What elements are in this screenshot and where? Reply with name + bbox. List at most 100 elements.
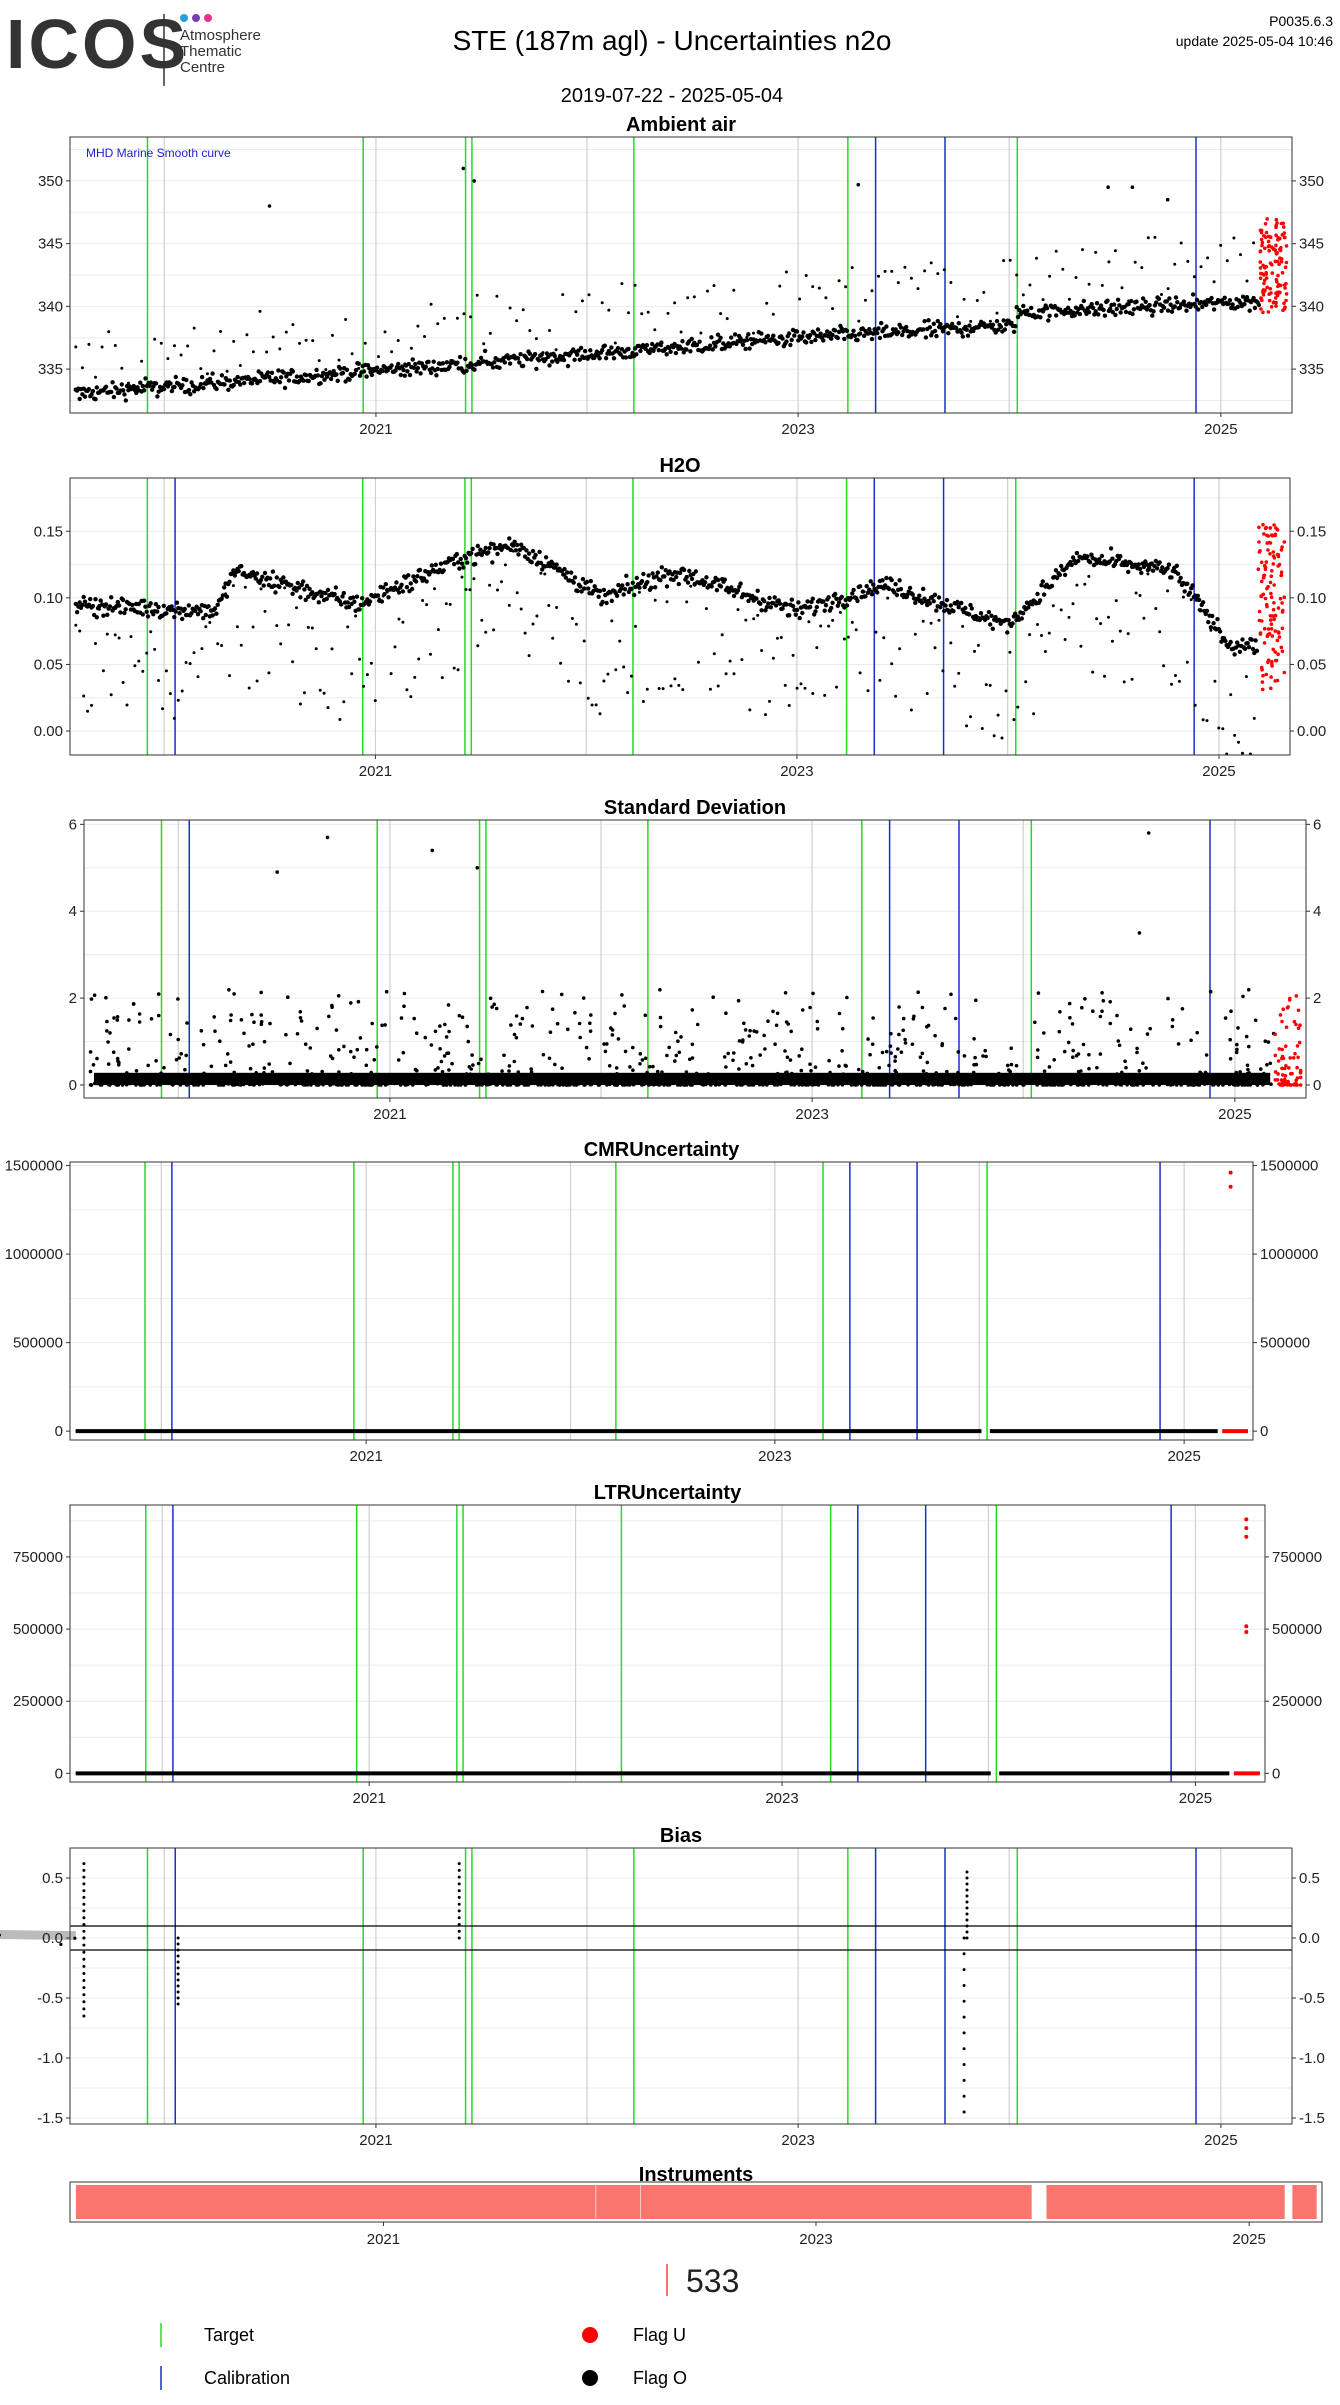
- flag-o-point: [479, 1058, 483, 1062]
- flag-o-point: [268, 1022, 272, 1026]
- flag-o-point: [1118, 554, 1122, 558]
- flag-o-point: [93, 597, 97, 601]
- flag-o-point: [130, 603, 134, 607]
- flag-o-point: [1160, 293, 1163, 296]
- flag-o-point: [185, 1021, 189, 1025]
- flag-o-point: [601, 301, 604, 304]
- flag-o-point: [811, 285, 814, 288]
- flag-o-point: [142, 388, 146, 392]
- flag-o-point: [434, 1030, 438, 1034]
- flag-o-point: [821, 338, 825, 342]
- flag-o-point: [177, 699, 180, 702]
- y-tick-label-right: 500000: [1272, 1621, 1322, 1638]
- flag-u-point: [1272, 601, 1276, 605]
- spike-point: [82, 1889, 85, 1892]
- flag-o-point: [331, 647, 334, 650]
- flag-u-point: [1275, 280, 1279, 284]
- flag-o-point: [706, 290, 709, 293]
- flag-o-point: [903, 266, 906, 269]
- flag-o-point: [423, 335, 426, 338]
- flag-o-point: [120, 382, 124, 386]
- flag-o-point: [1241, 752, 1244, 755]
- spike-point: [82, 2007, 85, 2010]
- flag-o-point: [414, 579, 418, 583]
- flag-o-point: [602, 1042, 606, 1046]
- flag-o-point: [921, 1006, 925, 1010]
- flag-o-point: [657, 348, 661, 352]
- flag-o-point: [620, 282, 623, 285]
- flag-o-point: [920, 601, 924, 605]
- flag-u-point: [1260, 561, 1264, 565]
- flag-o-point: [259, 991, 263, 995]
- flag-o-point: [1170, 310, 1174, 314]
- flag-o-point: [1099, 1052, 1103, 1056]
- flag-o-point: [465, 1025, 469, 1029]
- flag-o-point: [500, 1069, 504, 1073]
- flag-o-point: [547, 604, 550, 607]
- flag-o-point: [647, 311, 650, 314]
- flag-o-point: [933, 593, 937, 597]
- panel-title-stddev: Standard Deviation: [604, 797, 786, 819]
- flag-u-point: [1280, 1020, 1284, 1024]
- flag-o-point: [429, 371, 433, 375]
- flag-o-point: [1117, 1039, 1121, 1043]
- flag-o-point: [578, 1036, 582, 1040]
- y-tick-label-right: 0.10: [1297, 590, 1326, 607]
- y-tick-label-left: 345: [38, 236, 63, 253]
- flag-o-point: [90, 997, 94, 1001]
- flag-o-point: [1239, 253, 1242, 256]
- flag-o-point: [457, 668, 460, 671]
- flag-o-point: [1151, 569, 1155, 573]
- plot-area: [84, 820, 1306, 1098]
- flag-o-point: [204, 613, 208, 617]
- flag-o-point: [403, 374, 407, 378]
- flag-o-point: [795, 329, 799, 333]
- flag-o-point: [443, 1054, 447, 1058]
- flag-o-point: [639, 1052, 643, 1056]
- y-tick-label-left: 500000: [13, 1621, 63, 1638]
- flag-o-point: [685, 575, 689, 579]
- flag-o-point: [1255, 649, 1259, 653]
- flag-o-point: [629, 587, 633, 591]
- flag-o-point: [1119, 310, 1123, 314]
- flag-o-point: [213, 349, 216, 352]
- flag-o-point: [609, 1026, 613, 1030]
- flag-o-point: [509, 307, 512, 310]
- flag-o-point: [503, 360, 507, 364]
- flag-o-point: [648, 1065, 652, 1069]
- flag-o-point: [417, 658, 420, 661]
- flag-o-point: [1166, 308, 1170, 312]
- flag-o-point: [795, 608, 799, 612]
- flag-o-point: [879, 321, 883, 325]
- flag-u-point: [1265, 217, 1269, 221]
- flag-o-point: [430, 563, 434, 567]
- logo-dot-pink: [204, 14, 212, 22]
- flag-o-point: [471, 1063, 475, 1067]
- flag-o-point: [513, 1060, 517, 1064]
- flag-o-point: [1134, 300, 1138, 304]
- flag-o-point: [380, 369, 384, 373]
- flag-o-point: [107, 330, 110, 333]
- flag-u-point: [1283, 236, 1287, 240]
- flag-o-point: [809, 340, 813, 344]
- flag-o-point: [1119, 630, 1122, 633]
- flag-o-point: [1147, 236, 1150, 239]
- flag-o-point: [342, 1045, 346, 1049]
- flag-o-point: [430, 303, 433, 306]
- flag-o-point: [1173, 263, 1176, 266]
- spike-point: [963, 2079, 966, 2082]
- flag-u-point: [1278, 635, 1282, 639]
- flag-u-point: [1274, 304, 1278, 308]
- spike-point: [966, 1877, 969, 1880]
- flag-o-point: [576, 589, 580, 593]
- flag-u-point: [1283, 540, 1287, 544]
- flag-u-point: [1279, 284, 1283, 288]
- flag-u-point: [1275, 251, 1279, 255]
- flag-o-point: [438, 1024, 442, 1028]
- flag-o-point: [229, 1060, 233, 1064]
- flag-o-point: [105, 1020, 109, 1024]
- flag-o-point: [368, 599, 372, 603]
- flag-o-point: [263, 1066, 267, 1070]
- flag-o-point: [342, 591, 346, 595]
